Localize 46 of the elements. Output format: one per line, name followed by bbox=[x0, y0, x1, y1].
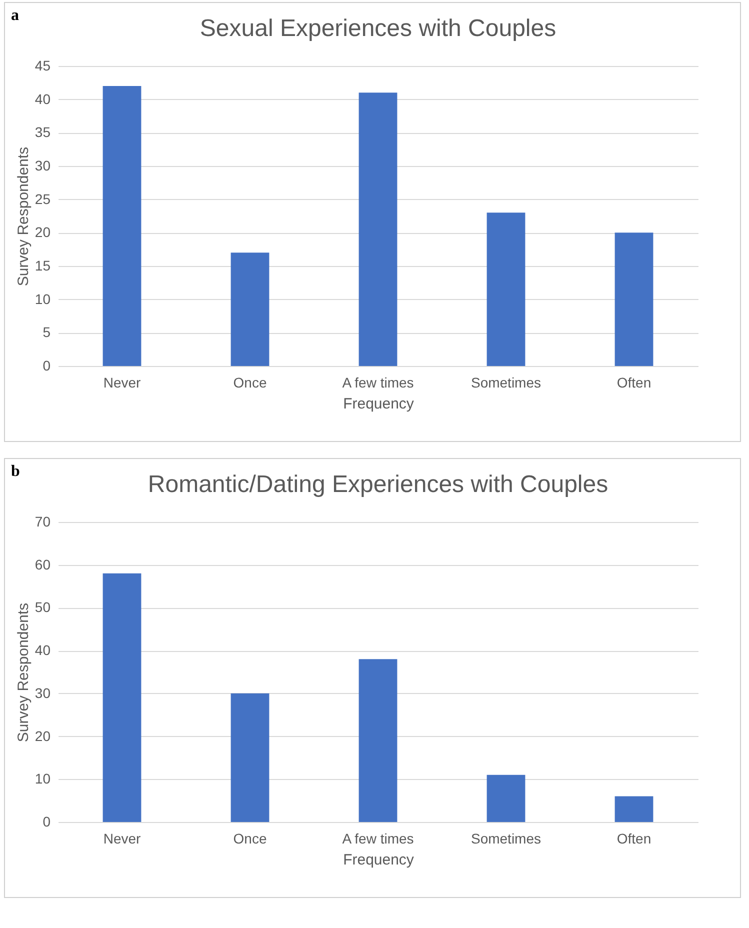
y-tick-label: 10 bbox=[34, 290, 51, 307]
x-tick-label: Sometimes bbox=[470, 830, 542, 846]
x-tick-label: Never bbox=[103, 830, 142, 846]
x-tick-label: Never bbox=[103, 374, 142, 390]
bar bbox=[358, 92, 398, 366]
bar bbox=[230, 693, 270, 822]
x-tick-label: A few times bbox=[342, 374, 414, 390]
y-tick-label: 0 bbox=[42, 814, 51, 830]
y-tick-label: 5 bbox=[42, 324, 51, 340]
x-tick-label: Once bbox=[233, 830, 267, 846]
text: a bbox=[11, 7, 19, 25]
bar bbox=[102, 573, 142, 822]
y-tick-label: 40 bbox=[34, 90, 51, 107]
y-axis-title: Survey Respondents bbox=[14, 602, 32, 742]
y-tick-label: 15 bbox=[34, 258, 51, 274]
y-tick-label: 50 bbox=[34, 599, 51, 616]
bar bbox=[102, 86, 142, 366]
x-tick-label: Often bbox=[616, 830, 652, 846]
y-tick-label: 70 bbox=[34, 514, 51, 530]
y-tick-label: 20 bbox=[34, 728, 51, 744]
x-axis-title: Frequency bbox=[343, 852, 414, 868]
y-tick-label: 60 bbox=[34, 556, 51, 572]
bar bbox=[486, 212, 526, 366]
x-tick-label: Sometimes bbox=[470, 374, 542, 390]
x-tick-label: Once bbox=[233, 374, 267, 390]
y-tick-label: 45 bbox=[34, 58, 51, 74]
chart-title: Sexual Experiences with Couples bbox=[200, 15, 556, 42]
chart-title: Romantic/Dating Experiences with Couples bbox=[148, 471, 608, 498]
y-axis-title: Survey Respondents bbox=[14, 146, 32, 286]
y-tick-label: 20 bbox=[34, 224, 51, 240]
x-tick-label: Often bbox=[616, 374, 652, 390]
bar bbox=[230, 252, 270, 366]
y-tick-label: 25 bbox=[34, 190, 51, 207]
bar bbox=[614, 796, 654, 822]
x-axis-title: Frequency bbox=[343, 396, 414, 412]
x-tick-label: A few times bbox=[342, 830, 414, 846]
bar bbox=[614, 232, 654, 366]
bar bbox=[486, 774, 526, 822]
bar bbox=[358, 659, 398, 822]
y-tick-label: 0 bbox=[42, 358, 51, 374]
y-tick-label: 40 bbox=[34, 642, 51, 658]
y-tick-label: 30 bbox=[34, 158, 51, 174]
text: b bbox=[11, 463, 20, 481]
y-tick-label: 35 bbox=[34, 124, 51, 140]
y-tick-label: 30 bbox=[34, 684, 51, 701]
y-tick-label: 10 bbox=[34, 770, 51, 787]
